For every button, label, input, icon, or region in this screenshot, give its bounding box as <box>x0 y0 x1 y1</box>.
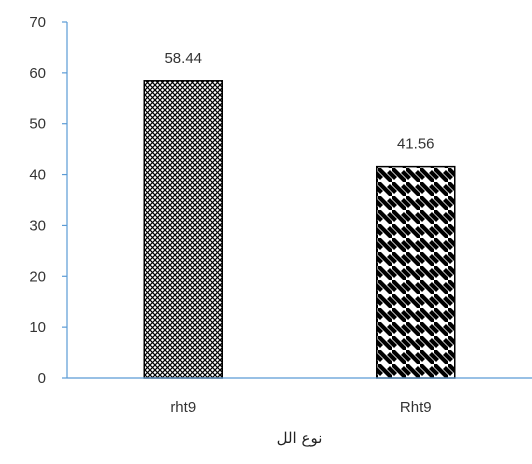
y-axis: 0 10 20 30 40 50 60 70 <box>29 14 68 387</box>
y-tick-label: 0 <box>38 370 46 387</box>
y-tick-label: 20 <box>29 268 46 285</box>
y-tick-label: 30 <box>29 217 46 234</box>
bar-data-label: 58.44 <box>164 50 202 67</box>
x-axis: rht9 Rht9 <box>67 377 532 416</box>
x-axis-title: نوع الل <box>277 429 323 447</box>
y-tick-label: 60 <box>29 65 46 82</box>
x-tick-label: rht9 <box>170 399 196 416</box>
y-tick-label: 40 <box>29 167 46 184</box>
bar-rht9 <box>376 165 456 379</box>
bar-rht9 <box>143 80 223 379</box>
bar-data-label: 41.56 <box>397 136 435 153</box>
y-tick-label: 50 <box>29 116 46 133</box>
bars: 58.44 41.56 <box>143 50 456 379</box>
y-tick-label: 10 <box>29 319 46 336</box>
y-tick-label: 70 <box>29 14 46 31</box>
x-tick-label: Rht9 <box>400 399 432 416</box>
